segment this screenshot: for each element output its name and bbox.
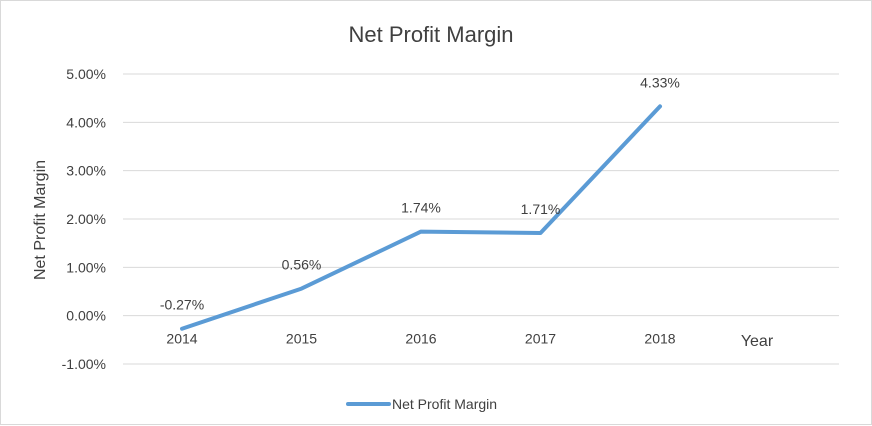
data-label: -0.27% bbox=[160, 297, 204, 313]
x-axis-title: Year bbox=[741, 333, 774, 350]
legend: Net Profit Margin bbox=[346, 396, 497, 412]
y-tick-label: 5.00% bbox=[66, 66, 106, 82]
gridlines bbox=[123, 73, 839, 365]
x-tick-label: 2017 bbox=[525, 331, 556, 347]
y-tick-label: 1.00% bbox=[66, 259, 106, 275]
y-tick-label: 2.00% bbox=[66, 211, 106, 227]
x-axis-ticks: 2014 2015 2016 2017 2018 bbox=[166, 331, 675, 347]
data-label: 1.74% bbox=[401, 200, 441, 216]
x-tick-label: 2015 bbox=[286, 331, 317, 347]
y-axis-title: Net Profit Margin bbox=[32, 160, 49, 280]
data-labels: -0.27% 0.56% 1.74% 1.71% 4.33% bbox=[160, 74, 680, 312]
y-tick-label: -1.00% bbox=[62, 356, 106, 372]
series-lines bbox=[180, 104, 662, 331]
x-tick-label: 2018 bbox=[644, 331, 675, 347]
series-line bbox=[180, 104, 662, 331]
data-label: 4.33% bbox=[640, 74, 680, 90]
data-label: 0.56% bbox=[282, 257, 322, 273]
y-tick-label: 0.00% bbox=[66, 308, 106, 324]
legend-label: Net Profit Margin bbox=[392, 396, 497, 412]
y-tick-label: 3.00% bbox=[66, 163, 106, 179]
y-axis-ticks: 5.00% 4.00% 3.00% 2.00% 1.00% 0.00% -1.00% bbox=[62, 66, 106, 372]
x-tick-label: 2016 bbox=[405, 331, 436, 347]
x-tick-label: 2014 bbox=[166, 331, 197, 347]
y-tick-label: 4.00% bbox=[66, 114, 106, 130]
chart-title: Net Profit Margin bbox=[348, 22, 513, 47]
data-label: 1.71% bbox=[521, 201, 561, 217]
